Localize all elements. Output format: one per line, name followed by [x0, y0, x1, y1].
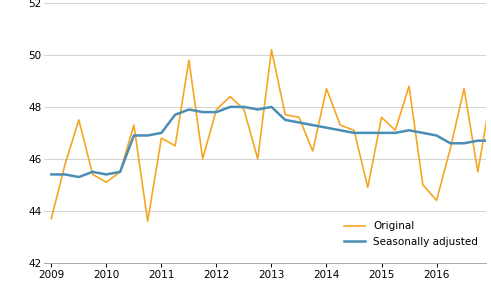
Seasonally adjusted: [76, 175, 82, 179]
Seasonally adjusted: [461, 141, 467, 145]
Original: [186, 58, 192, 62]
Seasonally adjusted: [214, 110, 219, 114]
Seasonally adjusted: [379, 131, 384, 135]
Seasonally adjusted: [117, 170, 123, 174]
Original: [365, 186, 371, 189]
Original: [351, 128, 357, 132]
Seasonally adjusted: [62, 173, 68, 176]
Original: [392, 128, 398, 132]
Original: [406, 84, 412, 88]
Seasonally adjusted: [351, 131, 357, 135]
Seasonally adjusted: [475, 139, 481, 143]
Seasonally adjusted: [131, 134, 137, 137]
Original: [296, 115, 302, 119]
Original: [131, 123, 137, 127]
Seasonally adjusted: [296, 121, 302, 124]
Line: Seasonally adjusted: Seasonally adjusted: [52, 107, 491, 177]
Original: [172, 144, 178, 148]
Original: [200, 157, 206, 161]
Original: [447, 147, 453, 150]
Original: [420, 183, 426, 187]
Original: [90, 173, 96, 176]
Original: [214, 108, 219, 111]
Seasonally adjusted: [172, 113, 178, 117]
Seasonally adjusted: [365, 131, 371, 135]
Seasonally adjusted: [392, 131, 398, 135]
Original: [337, 123, 343, 127]
Seasonally adjusted: [489, 139, 491, 143]
Seasonally adjusted: [49, 173, 55, 176]
Original: [104, 180, 109, 184]
Seasonally adjusted: [406, 128, 412, 132]
Original: [255, 157, 261, 161]
Seasonally adjusted: [310, 123, 316, 127]
Original: [117, 170, 123, 174]
Original: [49, 217, 55, 220]
Seasonally adjusted: [200, 110, 206, 114]
Seasonally adjusted: [324, 126, 329, 130]
Original: [310, 149, 316, 153]
Seasonally adjusted: [145, 134, 151, 137]
Seasonally adjusted: [104, 173, 109, 176]
Seasonally adjusted: [337, 128, 343, 132]
Seasonally adjusted: [447, 141, 453, 145]
Seasonally adjusted: [159, 131, 164, 135]
Seasonally adjusted: [420, 131, 426, 135]
Original: [282, 113, 288, 117]
Original: [379, 115, 384, 119]
Seasonally adjusted: [90, 170, 96, 174]
Original: [461, 87, 467, 91]
Line: Original: Original: [52, 50, 491, 221]
Seasonally adjusted: [255, 108, 261, 111]
Seasonally adjusted: [269, 105, 274, 109]
Seasonally adjusted: [227, 105, 233, 109]
Original: [489, 89, 491, 93]
Original: [227, 95, 233, 98]
Seasonally adjusted: [241, 105, 247, 109]
Seasonally adjusted: [434, 134, 439, 137]
Original: [76, 118, 82, 122]
Original: [145, 219, 151, 223]
Original: [159, 136, 164, 140]
Legend: Original, Seasonally adjusted: Original, Seasonally adjusted: [341, 218, 481, 250]
Original: [434, 199, 439, 202]
Original: [241, 108, 247, 111]
Original: [475, 170, 481, 174]
Original: [324, 87, 329, 91]
Seasonally adjusted: [282, 118, 288, 122]
Original: [62, 162, 68, 166]
Original: [269, 48, 274, 52]
Seasonally adjusted: [186, 108, 192, 111]
